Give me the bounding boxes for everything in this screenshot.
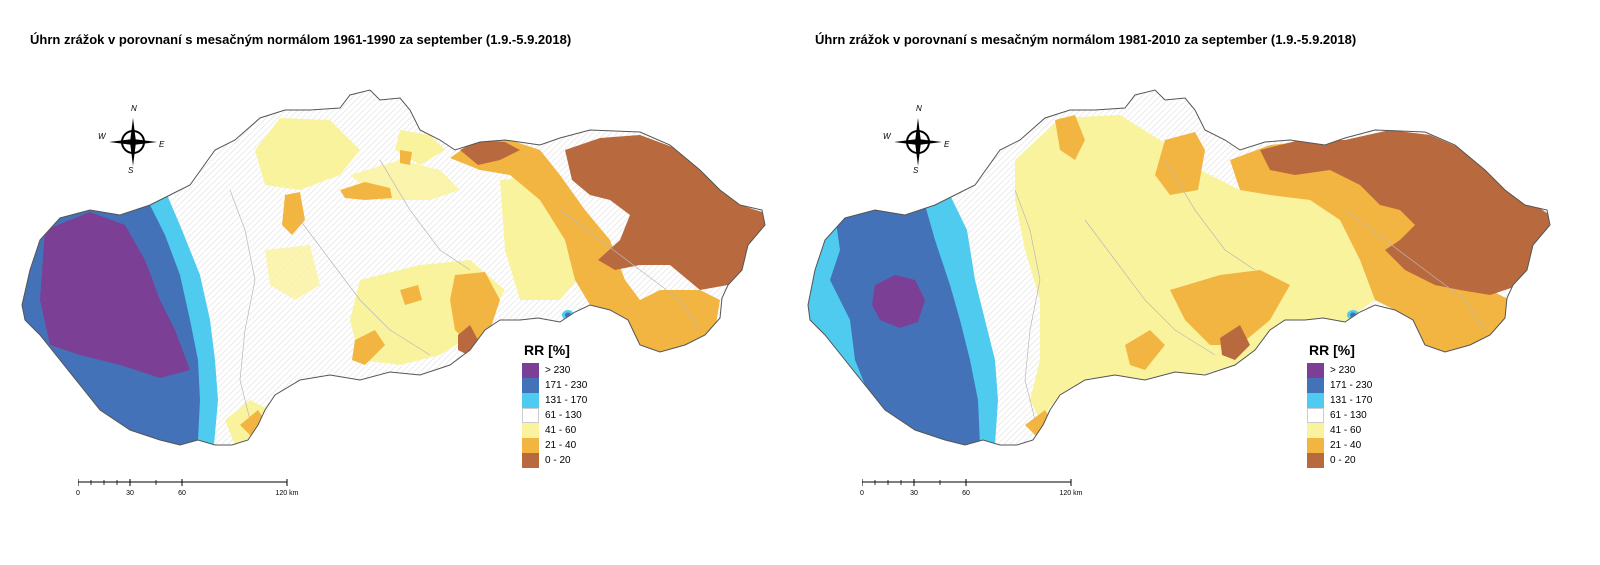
legend-items: > 230 171 - 230 131 - 170 61 - 130 41 - 60 21… [522,363,642,468]
legend-label: > 230 [1330,365,1356,376]
compass-west-label: W [883,132,891,141]
scale-label-30: 30 [910,490,918,497]
map-panel-1981-2010: Úhrn zrážok v porovnaní s mesačným normá… [800,0,1600,565]
legend-swatch [1307,363,1324,378]
legend-swatch [1307,408,1324,423]
legend-swatch [522,453,539,468]
map-panel-1961-1990: Úhrn zrážok v porovnaní s mesačným normá… [21,32,766,503]
legend-label: 171 - 230 [545,380,588,391]
slovakia-precipitation-map [807,89,1551,446]
legend-swatch [522,393,539,408]
scale-label-0: 0 [76,490,80,497]
compass-north-label: N [916,104,922,113]
compass-south-label: S [913,166,919,175]
legend-swatch [522,408,539,423]
legend: RR [%] > 230 171 - 230 131 - 170 61 - 130 41… [522,342,642,468]
legend-item: 41 - 60 [522,423,642,438]
legend-label: 61 - 130 [1330,410,1367,421]
legend-item: 61 - 130 [1307,408,1427,423]
legend-item: 131 - 170 [1307,393,1427,408]
legend-item: 41 - 60 [1307,423,1427,438]
compass-west-label: W [98,132,106,141]
scale-bar: 0 30 60 120 km [76,479,318,503]
legend-swatch [522,363,539,378]
scale-bar: 0 30 60 120 km [860,479,1102,503]
legend-swatch [1307,393,1324,408]
legend-item: 171 - 230 [1307,378,1427,393]
legend-item: 61 - 130 [522,408,642,423]
legend: RR [%] > 230 171 - 230 131 - 170 61 - 130 41… [1307,342,1427,468]
scale-label-60: 60 [962,490,970,497]
map-title: Úhrn zrážok v porovnaní s mesačným normá… [30,32,572,47]
legend-items: > 230 171 - 230 131 - 170 61 - 130 41 - 60 21… [1307,363,1427,468]
legend-swatch [1307,423,1324,438]
legend-label: 21 - 40 [545,440,577,451]
legend-label: 0 - 20 [1330,455,1356,466]
legend-label: 41 - 60 [1330,425,1362,436]
legend-label: 61 - 130 [545,410,582,421]
legend-title: RR [%] [524,342,570,358]
legend-swatch [522,378,539,393]
legend-item: 131 - 170 [522,393,642,408]
scale-label-30: 30 [126,490,134,497]
scale-label-0: 0 [860,490,864,497]
legend-label: 131 - 170 [545,395,588,406]
legend-item: > 230 [1307,363,1427,378]
scale-label-120-km: 120 km [1059,490,1083,497]
legend-label: 41 - 60 [545,425,577,436]
legend-swatch [1307,438,1324,453]
compass-south-label: S [128,166,134,175]
map-title: Úhrn zrážok v porovnaní s mesačným normá… [815,32,1357,47]
legend-label: > 230 [545,365,571,376]
legend-label: 21 - 40 [1330,440,1362,451]
legend-item: 21 - 40 [522,438,642,453]
scale-label-60: 60 [178,490,186,497]
legend-label: 0 - 20 [545,455,571,466]
legend-swatch [522,423,539,438]
legend-swatch [522,438,539,453]
legend-label: 131 - 170 [1330,395,1373,406]
legend-label: 171 - 230 [1330,380,1373,391]
legend-swatch [1307,453,1324,468]
slovakia-precipitation-map [21,89,766,446]
north-arrow-icon: N S E W [880,100,970,180]
legend-item: 0 - 20 [1307,453,1427,468]
legend-swatch [1307,378,1324,393]
compass-east-label: E [159,140,165,149]
legend-item: 171 - 230 [522,378,642,393]
legend-title: RR [%] [1309,342,1355,358]
legend-item: 21 - 40 [1307,438,1427,453]
north-arrow-icon: N S E W [95,100,185,180]
legend-item: > 230 [522,363,642,378]
scale-label-120-km: 120 km [275,490,299,497]
legend-item: 0 - 20 [522,453,642,468]
compass-north-label: N [131,104,137,113]
compass-east-label: E [944,140,950,149]
